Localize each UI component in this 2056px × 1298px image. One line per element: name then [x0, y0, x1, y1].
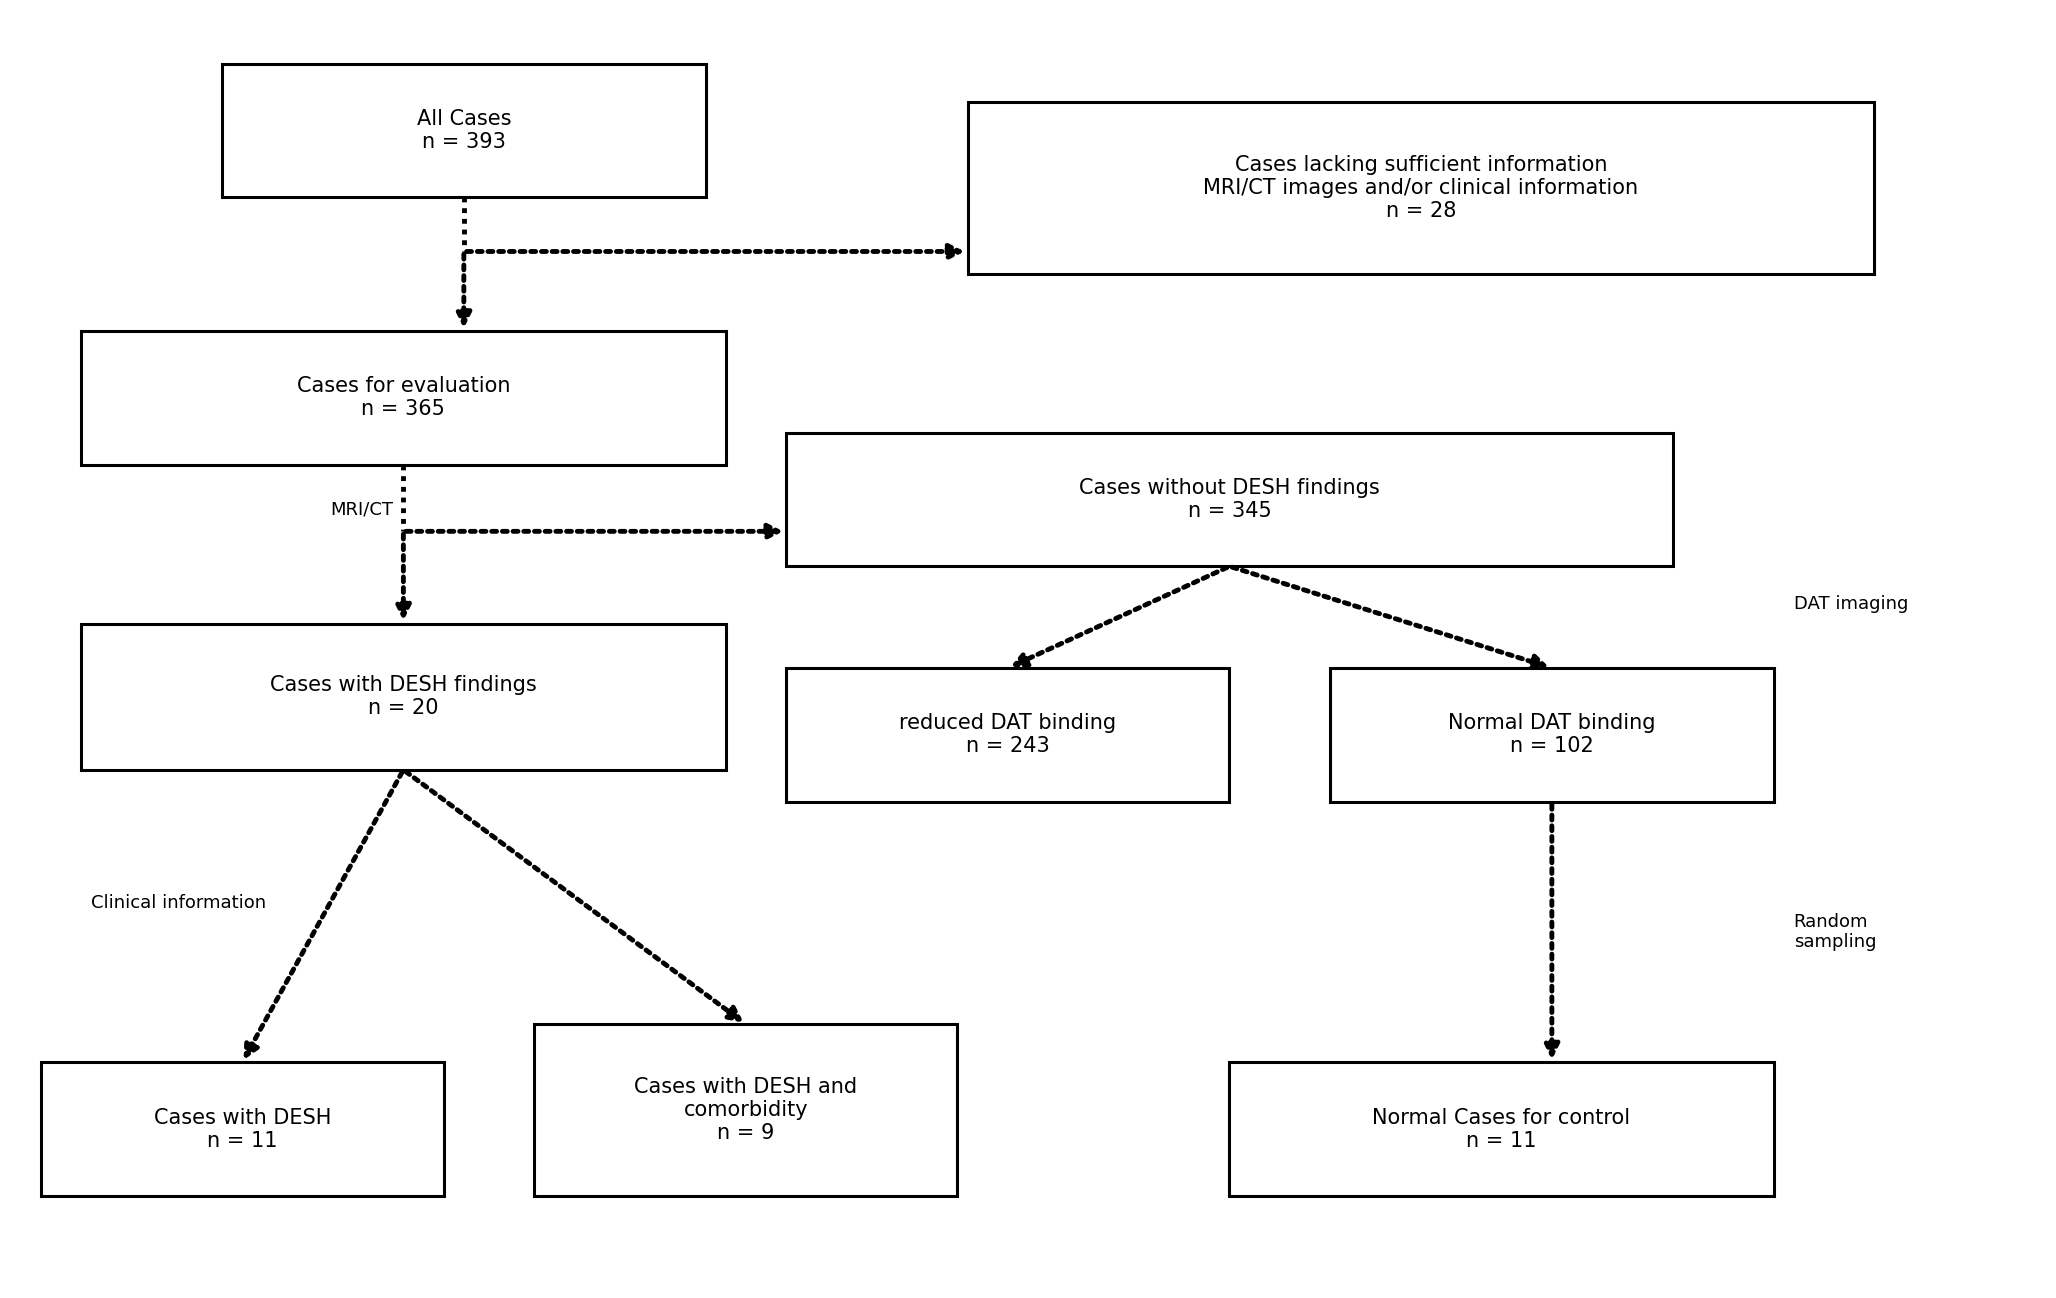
Bar: [80, 623, 726, 770]
Bar: [785, 668, 1229, 802]
Bar: [41, 1062, 444, 1195]
Bar: [785, 432, 1674, 566]
Text: Cases without DESH findings
n = 345: Cases without DESH findings n = 345: [1079, 478, 1380, 520]
Bar: [222, 64, 705, 197]
Text: Normal DAT binding
n = 102: Normal DAT binding n = 102: [1447, 714, 1655, 757]
Bar: [1330, 668, 1774, 802]
Bar: [80, 331, 726, 465]
Text: MRI/CT: MRI/CT: [331, 501, 393, 519]
Bar: [1229, 1062, 1774, 1195]
Text: DAT imaging: DAT imaging: [1793, 596, 1908, 614]
Text: Clinical information: Clinical information: [90, 894, 265, 912]
Text: Random
sampling: Random sampling: [1793, 912, 1877, 951]
Text: Cases with DESH
n = 11: Cases with DESH n = 11: [154, 1107, 331, 1151]
Text: All Cases
n = 393: All Cases n = 393: [417, 109, 512, 152]
Bar: [535, 1024, 958, 1195]
Text: Cases for evaluation
n = 365: Cases for evaluation n = 365: [296, 376, 510, 419]
Text: Cases with DESH findings
n = 20: Cases with DESH findings n = 20: [269, 675, 537, 718]
Text: Normal Cases for control
n = 11: Normal Cases for control n = 11: [1373, 1107, 1630, 1151]
Text: Cases lacking sufficient information
MRI/CT images and/or clinical information
n: Cases lacking sufficient information MRI…: [1203, 154, 1639, 221]
Text: reduced DAT binding
n = 243: reduced DAT binding n = 243: [898, 714, 1116, 757]
Bar: [968, 103, 1875, 274]
Text: Cases with DESH and
comorbidity
n = 9: Cases with DESH and comorbidity n = 9: [635, 1077, 857, 1144]
